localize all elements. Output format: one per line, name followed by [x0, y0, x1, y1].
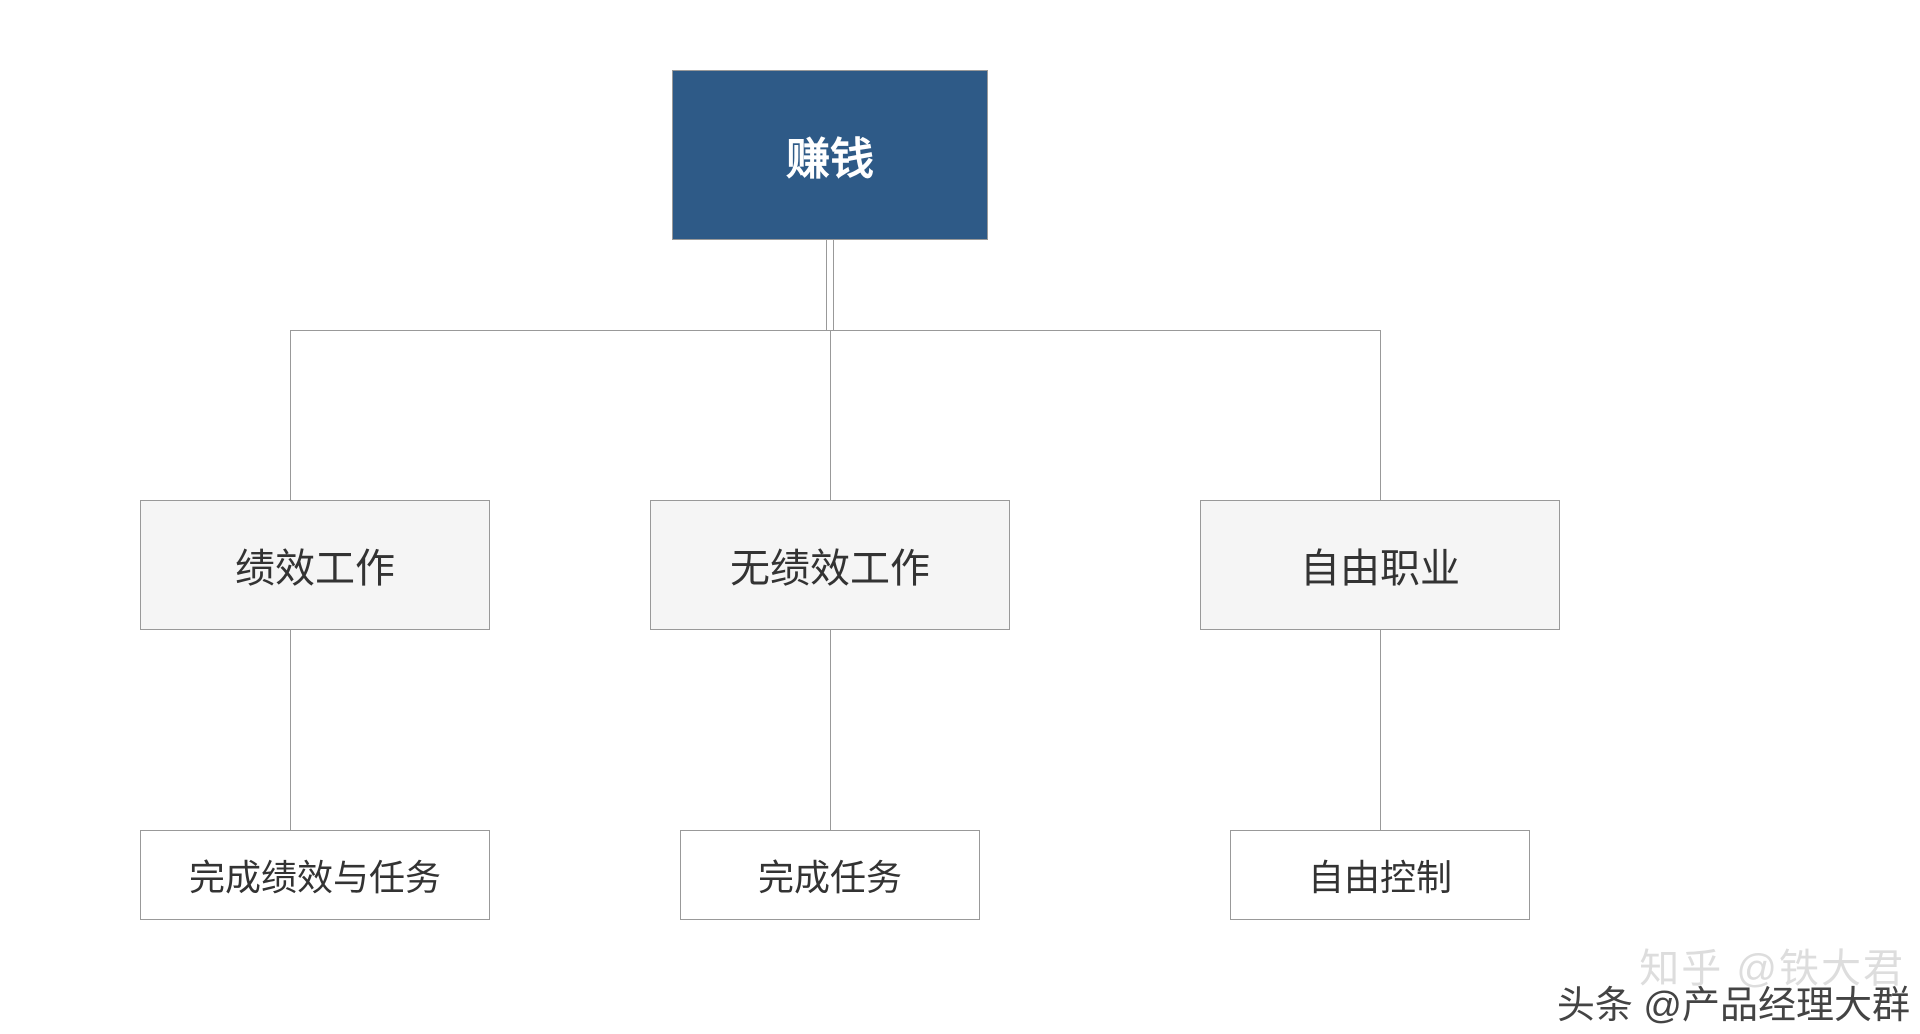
- leaf-label-1: 完成绩效与任务: [189, 849, 441, 901]
- leaf-node-3: 自由控制: [1230, 830, 1530, 920]
- branch-drop-3: [1380, 330, 1381, 500]
- branch-drop-2: [830, 330, 831, 500]
- root-connector: [826, 240, 834, 330]
- leaf-label-3: 自由控制: [1308, 849, 1452, 901]
- branch-drop-1: [290, 330, 291, 500]
- horizontal-connector: [290, 330, 1381, 331]
- mid-leaf-connector-2: [830, 630, 831, 830]
- leaf-label-2: 完成任务: [758, 849, 902, 901]
- root-label: 赚钱: [786, 123, 874, 187]
- mid-node-3: 自由职业: [1200, 500, 1560, 630]
- mid-node-1: 绩效工作: [140, 500, 490, 630]
- tree-diagram: 赚钱 绩效工作 完成绩效与任务 无绩效工作 完成任务 自由职业 自由控制 知乎 …: [0, 0, 1920, 1034]
- watermark-source: 头条 @产品经理大群: [1557, 974, 1910, 1029]
- mid-leaf-connector-3: [1380, 630, 1381, 830]
- mid-label-3: 自由职业: [1300, 536, 1460, 594]
- mid-label-1: 绩效工作: [235, 536, 395, 594]
- leaf-node-2: 完成任务: [680, 830, 980, 920]
- mid-leaf-connector-1: [290, 630, 291, 830]
- leaf-node-1: 完成绩效与任务: [140, 830, 490, 920]
- root-node: 赚钱: [672, 70, 988, 240]
- mid-node-2: 无绩效工作: [650, 500, 1010, 630]
- mid-label-2: 无绩效工作: [730, 536, 930, 594]
